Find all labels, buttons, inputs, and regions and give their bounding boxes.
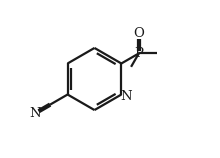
Text: O: O: [133, 27, 144, 40]
Text: N: N: [29, 107, 40, 120]
Text: P: P: [134, 47, 143, 60]
Text: N: N: [120, 90, 132, 103]
